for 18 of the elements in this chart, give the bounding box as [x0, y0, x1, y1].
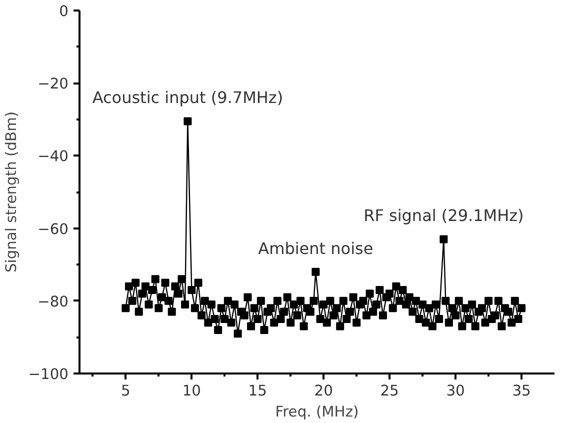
- y-axis-title: Signal strength (dBm): [3, 111, 20, 273]
- y-tick-label: −100: [28, 366, 69, 383]
- y-tick-label: −60: [38, 220, 69, 238]
- annotation: RF signal (29.1MHz): [364, 206, 524, 226]
- y-tick-label: −40: [38, 148, 69, 166]
- annotation: Ambient noise: [258, 238, 374, 258]
- x-tick-label: 35: [512, 382, 531, 400]
- x-tick-label: 30: [446, 382, 465, 400]
- x-tick-label: 25: [380, 382, 399, 400]
- y-tick-label: −80: [38, 293, 69, 310]
- y-tick-label: 0: [59, 3, 69, 20]
- x-tick-label: 5: [121, 382, 130, 400]
- x-axis-title: Freq. (MHz): [275, 404, 359, 420]
- annotation: Acoustic input (9.7MHz): [92, 88, 284, 108]
- x-tick-label: 15: [248, 382, 267, 400]
- x-tick-label: 20: [314, 382, 333, 400]
- x-tick-label: 10: [182, 382, 201, 400]
- y-tick-label: −20: [38, 76, 69, 93]
